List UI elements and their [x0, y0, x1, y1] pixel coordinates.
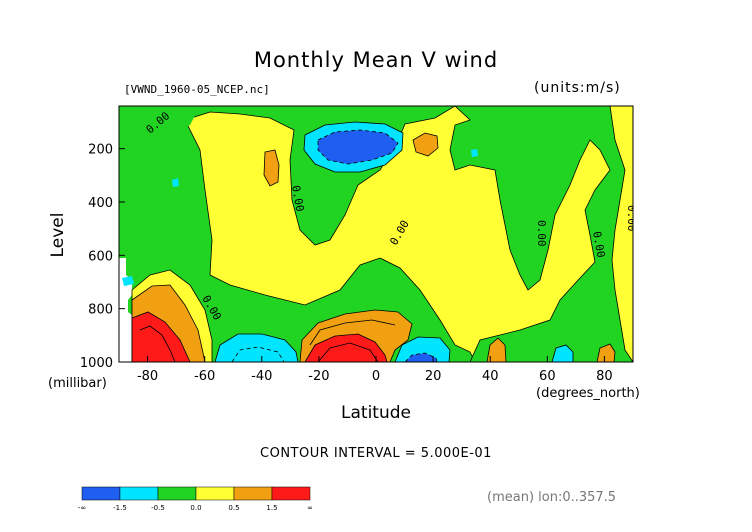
y-tick-label: 200	[88, 143, 113, 158]
x-axis-title: Latitude	[341, 403, 411, 423]
colorbar-label: ∞	[307, 504, 313, 512]
contour-fill-yellow	[609, 106, 633, 362]
x-tick-label: -20	[308, 369, 329, 384]
y-axis-title: Level	[48, 212, 68, 258]
units-label: (units:m/s)	[534, 80, 621, 96]
colorbar-label: 0.0	[190, 504, 201, 512]
colorbar-swatch	[233, 486, 273, 501]
colorbar-label: -∞	[78, 504, 86, 512]
colorbar-swatch	[195, 486, 235, 501]
contour-fill-cyan	[394, 336, 451, 362]
x-axis: -80 -60 -40 -20 0 20 40 60 80	[137, 356, 613, 384]
x-tick-label: -60	[194, 369, 215, 384]
contour-fill-cyan	[471, 149, 478, 157]
colorbar: -∞ -1.5 -0.5 0.0 0.5 1.5 ∞	[78, 486, 313, 512]
x-axis-unit: (degrees_north)	[536, 386, 640, 401]
svg-text:0.00: 0.00	[289, 184, 306, 212]
x-tick-label: 0	[372, 369, 380, 384]
colorbar-swatch	[81, 486, 121, 501]
y-axis: 200 400 600 800 1000	[80, 143, 125, 371]
contour-fill-green	[119, 106, 200, 165]
colorbar-swatch	[119, 486, 159, 501]
contour-fill-orange	[596, 343, 616, 362]
contour-fill-orange	[486, 337, 507, 362]
contour-fill-cyan	[172, 178, 179, 187]
x-tick-label: -40	[251, 369, 272, 384]
contour-fill-green	[449, 106, 633, 362]
contour-fill-cyan	[122, 276, 134, 286]
contour-fill-cyan	[551, 344, 574, 362]
chart-title: Monthly Mean V wind	[253, 48, 499, 72]
file-label: [VWND_1960-05_NCEP.nc]	[124, 83, 270, 96]
colorbar-swatch	[271, 486, 311, 501]
x-tick-label: -80	[137, 369, 158, 384]
colorbar-swatch	[157, 486, 197, 501]
contour-fill-orange	[263, 149, 280, 187]
y-tick-label: 600	[88, 249, 113, 264]
contour-fill-red	[304, 333, 388, 362]
x-tick-label: 40	[482, 369, 499, 384]
y-tick-label: 400	[88, 196, 113, 211]
x-tick-label: 20	[425, 369, 442, 384]
contour-fill-orange	[412, 132, 439, 157]
contour-fill-blue	[404, 352, 438, 362]
contour-fill-red	[131, 311, 191, 362]
mean-label: (mean) lon:0..357.5	[487, 490, 617, 505]
contour-interval-label: CONTOUR INTERVAL = 5.000E-01	[260, 446, 492, 461]
y-tick-label: 800	[88, 303, 113, 318]
x-tick-label: 60	[539, 369, 556, 384]
colorbar-label: -1.5	[113, 504, 127, 512]
svg-text:0.00: 0.00	[625, 205, 638, 232]
filled-contours: 0.00 0.00 0.00 0.00 0.00 0.00 0.00	[119, 106, 638, 362]
colorbar-label: 1.5	[266, 504, 277, 512]
svg-text:0.00: 0.00	[535, 220, 548, 247]
x-tick-label: 80	[596, 369, 613, 384]
contour-fill-cyan	[214, 333, 299, 362]
colorbar-label: -0.5	[151, 504, 165, 512]
y-axis-unit: (millibar)	[48, 376, 107, 391]
svg-text:0.00: 0.00	[590, 230, 607, 258]
contour-fill-green	[119, 106, 476, 362]
colorbar-label: 0.5	[228, 504, 239, 512]
contour-fill-blue	[317, 129, 399, 165]
y-tick-label: 1000	[80, 356, 113, 371]
